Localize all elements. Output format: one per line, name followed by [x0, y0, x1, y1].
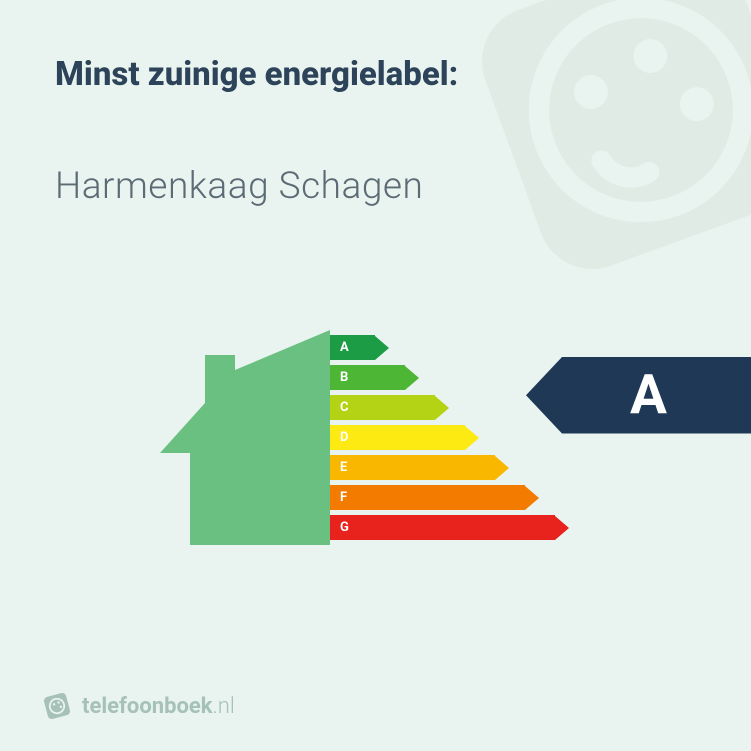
chevron-right-icon — [525, 486, 539, 510]
page-title: Minst zuinige energielabel: — [55, 55, 458, 94]
brand-name: telefoonboek — [82, 694, 213, 719]
chevron-right-icon — [375, 336, 389, 360]
energy-bar-e: E — [330, 455, 569, 480]
energy-bar-label: A — [330, 335, 375, 360]
chevron-right-icon — [555, 516, 569, 540]
chevron-right-icon — [405, 366, 419, 390]
chevron-right-icon — [495, 456, 509, 480]
chevron-right-icon — [465, 426, 479, 450]
selected-label-badge: A — [526, 357, 751, 433]
watermark-icon — [471, 0, 751, 280]
brand-text: telefoonboek.nl — [82, 694, 235, 719]
energy-bar-label: D — [330, 425, 465, 450]
energy-bar-label: E — [330, 455, 495, 480]
energy-bar-label: G — [330, 515, 555, 540]
chevron-right-icon — [435, 396, 449, 420]
brand-icon — [42, 691, 72, 721]
footer: telefoonboek.nl — [42, 691, 235, 721]
energy-bar-label: F — [330, 485, 525, 510]
brand-tld: .nl — [213, 694, 235, 719]
house-icon — [155, 330, 330, 550]
energy-bar-label: C — [330, 395, 435, 420]
energy-bar-f: F — [330, 485, 569, 510]
energy-bar-g: G — [330, 515, 569, 540]
selected-label-text: A — [610, 363, 667, 427]
location-name: Harmenkaag Schagen — [55, 165, 423, 208]
energy-bar-label: B — [330, 365, 405, 390]
